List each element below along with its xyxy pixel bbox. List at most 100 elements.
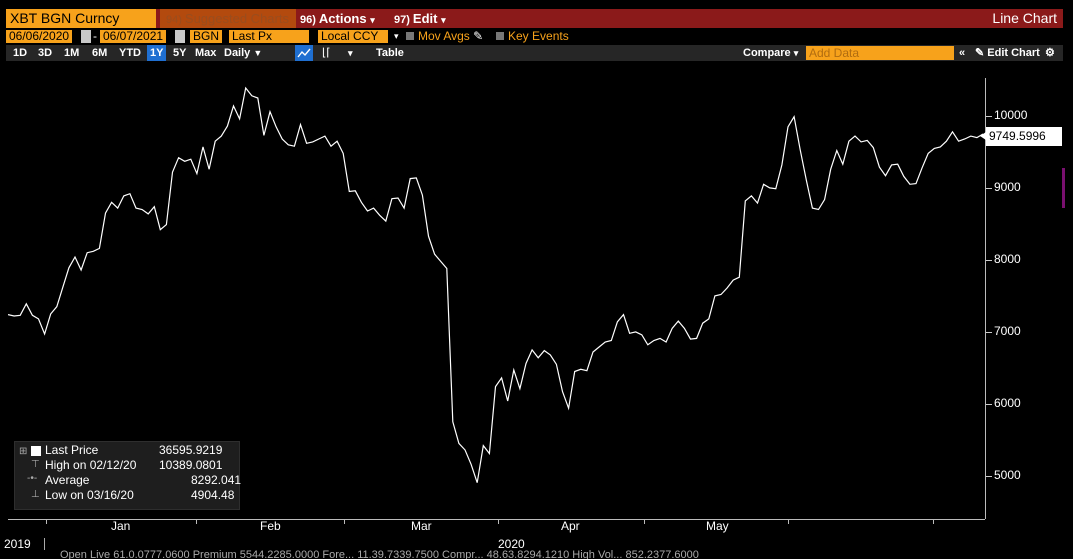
x-tick-mark xyxy=(46,519,47,524)
mov-avgs-toggle[interactable]: Mov Avgs ✎ xyxy=(406,29,483,44)
y-tick-label: 10000 xyxy=(994,107,1028,122)
period-1y[interactable]: 1Y xyxy=(147,45,167,61)
line-chart-icon[interactable] xyxy=(295,45,313,61)
y-tick-label: 7000 xyxy=(994,323,1021,338)
currency-selector[interactable]: Local CCY xyxy=(318,30,388,43)
suggested-charts-button[interactable]: 94) Suggested Charts xyxy=(160,9,296,28)
x-tick-label: Jan xyxy=(111,519,131,533)
chevron-down-icon: ▼ xyxy=(253,48,263,58)
series-color-swatch xyxy=(31,446,41,456)
legend-average: Average 8292.041 xyxy=(45,473,241,487)
year-label-center: 2020 xyxy=(498,537,525,551)
y-tick-mark xyxy=(986,331,992,333)
chart-legend[interactable]: ⊞ Last Price 36595.9219 ⊤ High on 02/12/… xyxy=(14,441,241,510)
edit-number: 97) xyxy=(394,14,410,26)
frequency-selector[interactable]: Daily ▼ xyxy=(221,45,265,61)
low-marker-icon: ⊥ xyxy=(31,489,40,500)
start-date-field[interactable]: 06/06/2020 xyxy=(6,30,73,43)
edit-chart-label: Edit Chart xyxy=(987,47,1040,59)
period-max[interactable]: Max xyxy=(195,47,217,59)
low-text: Low on 03/16/20 xyxy=(45,488,134,502)
y-tick-mark xyxy=(986,259,992,261)
mov-avgs-label: Mov Avgs xyxy=(418,29,470,43)
period-3d[interactable]: 3D xyxy=(38,47,53,59)
chevron-down-icon[interactable]: ▾ xyxy=(348,48,353,58)
status-footer: Open Live 61.0.0777.0600 Premium 5544.22… xyxy=(60,549,699,559)
x-tick-mark xyxy=(788,519,789,524)
edit-label: Edit xyxy=(412,11,438,26)
x-tick-label: May xyxy=(706,519,729,533)
last-price-text: Last Price xyxy=(45,443,99,457)
add-data-field[interactable]: Add Data xyxy=(806,46,954,60)
pencil-icon: ✎ xyxy=(473,29,484,43)
price-chart xyxy=(7,86,984,483)
params-row: 06/06/2020 - 06/07/2021 BGN Last Px Loca… xyxy=(6,29,1063,44)
scroll-marker[interactable] xyxy=(1062,168,1065,208)
legend-last-price: Last Price 36595.9219 xyxy=(45,443,222,457)
legend-low: Low on 03/16/20 4904.48 xyxy=(45,488,234,502)
y-tick-mark xyxy=(986,115,992,117)
title-bar: XBT BGN Curncy 94) Suggested Charts 96) Ac… xyxy=(0,0,1073,28)
calendar-icon[interactable] xyxy=(81,30,91,43)
suggested-charts-number: 94) xyxy=(166,14,182,26)
y-tick-mark xyxy=(986,403,992,405)
x-tick-mark xyxy=(933,519,934,524)
source-field[interactable]: BGN xyxy=(190,30,223,43)
year-label-left: 2019 xyxy=(4,537,31,551)
frequency-label: Daily xyxy=(224,47,251,59)
high-text: High on 02/12/20 xyxy=(45,458,137,472)
y-tick-mark xyxy=(986,187,992,189)
x-tick-mark xyxy=(644,519,645,524)
checkbox-icon xyxy=(406,32,414,40)
candlestick-icon[interactable]: ⌊⌈ xyxy=(322,47,331,59)
actions-menu[interactable]: 96) Actions ▾ xyxy=(300,9,375,28)
key-events-toggle[interactable]: Key Events xyxy=(496,29,569,44)
field-selector[interactable]: Last Px xyxy=(229,30,309,43)
collapse-icon[interactable]: « xyxy=(959,47,966,59)
edit-menu[interactable]: 97) Edit ▾ xyxy=(394,9,446,28)
x-tick-mark xyxy=(498,519,499,524)
x-axis-line xyxy=(8,519,985,520)
calendar-icon[interactable] xyxy=(175,30,185,43)
chart-type-title: Line Chart xyxy=(992,10,1057,26)
suggested-charts-label: Suggested Charts xyxy=(184,11,289,26)
chevron-down-icon: ▾ xyxy=(441,15,446,25)
year-divider xyxy=(44,538,45,550)
y-tick-label: 6000 xyxy=(994,395,1021,410)
y-tick-label: 8000 xyxy=(994,251,1021,266)
legend-high: High on 02/12/20 10389.0801 xyxy=(45,458,222,472)
actions-number: 96) xyxy=(300,14,316,26)
pencil-icon: ✎ xyxy=(975,47,985,59)
y-axis-line xyxy=(985,78,986,519)
period-ytd[interactable]: YTD xyxy=(119,47,141,59)
average-text: Average xyxy=(45,473,90,487)
end-date-field[interactable]: 06/07/2021 xyxy=(100,30,167,43)
average-value: 8292.041 xyxy=(191,473,242,487)
ticker-field[interactable]: XBT BGN Curncy xyxy=(6,9,156,28)
chevron-down-icon[interactable]: ▾ xyxy=(394,31,399,41)
date-separator: - xyxy=(93,29,97,43)
toolbar: 1D 3D 1M 6M YTD 1Y 5Y Max Daily ▼ ⌊⌈ ▾ T… xyxy=(6,45,1063,61)
period-1m[interactable]: 1M xyxy=(64,47,80,59)
average-marker-icon: -•- xyxy=(27,473,38,484)
x-tick-label: Apr xyxy=(561,519,580,533)
high-marker-icon: ⊤ xyxy=(31,459,40,470)
menu-bar: XBT BGN Curncy 94) Suggested Charts 96) Ac… xyxy=(6,9,1063,28)
y-tick-label: 9000 xyxy=(994,179,1021,194)
low-value: 4904.48 xyxy=(191,488,235,502)
gear-icon[interactable]: ⚙ xyxy=(1045,47,1055,59)
table-button[interactable]: Table xyxy=(376,47,404,59)
period-5y[interactable]: 5Y xyxy=(173,47,187,59)
period-6m[interactable]: 6M xyxy=(92,47,108,59)
edit-chart-button[interactable]: ✎ Edit Chart xyxy=(972,45,1043,61)
y-tick-mark xyxy=(986,475,992,477)
expand-icon[interactable]: ⊞ xyxy=(19,446,28,457)
key-events-label: Key Events xyxy=(508,29,569,43)
chevron-down-icon: ▾ xyxy=(793,48,799,58)
period-1d[interactable]: 1D xyxy=(13,47,28,59)
compare-label: Compare xyxy=(743,47,791,59)
checkbox-icon xyxy=(496,32,504,40)
compare-menu[interactable]: Compare ▾ xyxy=(740,45,801,61)
last-price-label: 9749.5996 xyxy=(980,127,1062,146)
actions-label: Actions xyxy=(318,11,367,26)
